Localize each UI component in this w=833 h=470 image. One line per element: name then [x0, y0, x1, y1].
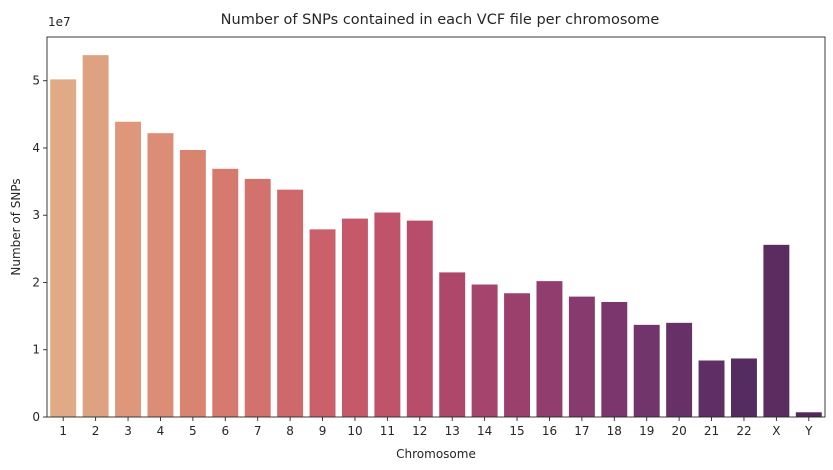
- y-tick-label: 0: [32, 410, 40, 424]
- y-axis-offset-label: 1e7: [48, 15, 71, 29]
- y-tick-label: 1: [32, 343, 40, 357]
- x-axis: 1 2 3 4 5 6 7 8 9 10 11 12 13 14 15 16 17 18 19 20 21 22 X Y: [59, 417, 813, 438]
- bar-chromosome-10: [341, 218, 368, 417]
- bar-chromosome-1: [50, 79, 77, 418]
- x-tick-label: 12: [412, 424, 427, 438]
- x-tick-label: 2: [92, 424, 100, 438]
- bar-chromosome-20: [666, 322, 693, 417]
- x-tick-label: 14: [477, 424, 492, 438]
- bars-group: [50, 55, 822, 418]
- x-tick-label: 15: [509, 424, 524, 438]
- bar-chromosome-Y: [795, 412, 822, 417]
- x-tick-label: 4: [157, 424, 165, 438]
- x-axis-label: Chromosome: [396, 447, 476, 461]
- bar-chromosome-4: [147, 133, 174, 417]
- x-tick-label: 17: [574, 424, 589, 438]
- x-tick-label: 1: [59, 424, 67, 438]
- x-tick-label: 22: [736, 424, 751, 438]
- x-tick-label: 3: [124, 424, 132, 438]
- y-axis-label: Number of SNPs: [9, 178, 23, 275]
- bar-chromosome-13: [439, 272, 466, 417]
- bar-chromosome-18: [601, 301, 628, 417]
- bar-chromosome-14: [471, 284, 498, 417]
- x-tick-label: 9: [319, 424, 327, 438]
- y-tick-label: 3: [32, 208, 40, 222]
- x-tick-label: 13: [445, 424, 460, 438]
- bar-chromosome-9: [309, 229, 336, 417]
- x-tick-label: 21: [704, 424, 719, 438]
- bar-chromosome-16: [536, 281, 563, 417]
- x-tick-label: 18: [607, 424, 622, 438]
- x-tick-label: 10: [347, 424, 362, 438]
- x-tick-label: 7: [254, 424, 262, 438]
- bar-chromosome-2: [82, 55, 109, 417]
- y-axis: 0 1 2 3 4 5: [32, 74, 47, 424]
- x-tick-label: Y: [804, 424, 813, 438]
- x-tick-label: X: [772, 424, 780, 438]
- bar-chromosome-6: [212, 168, 239, 417]
- chart-title: Number of SNPs contained in each VCF fil…: [221, 12, 660, 28]
- x-tick-label: 11: [380, 424, 395, 438]
- bar-chromosome-X: [763, 244, 790, 417]
- x-tick-label: 16: [542, 424, 557, 438]
- bar-chromosome-8: [277, 189, 304, 417]
- bar-chromosome-17: [568, 296, 595, 417]
- y-tick-label: 5: [32, 74, 40, 88]
- bar-chromosome-19: [633, 324, 660, 417]
- y-tick-label: 2: [32, 275, 40, 289]
- bar-chromosome-12: [406, 220, 433, 417]
- x-tick-label: 19: [639, 424, 654, 438]
- plot-frame: [46, 36, 826, 418]
- bar-chromosome-3: [115, 121, 142, 418]
- bar-chromosome-21: [698, 360, 725, 417]
- bar-chromosome-5: [179, 149, 206, 417]
- x-tick-label: 20: [671, 424, 686, 438]
- bar-chromosome-7: [244, 178, 271, 417]
- y-tick-label: 4: [32, 141, 40, 155]
- bar-chromosome-15: [504, 293, 531, 417]
- x-tick-label: 8: [286, 424, 294, 438]
- bar-chromosome-11: [374, 212, 401, 417]
- bar-chromosome-22: [730, 358, 757, 417]
- x-tick-label: 6: [221, 424, 229, 438]
- x-tick-label: 5: [189, 424, 197, 438]
